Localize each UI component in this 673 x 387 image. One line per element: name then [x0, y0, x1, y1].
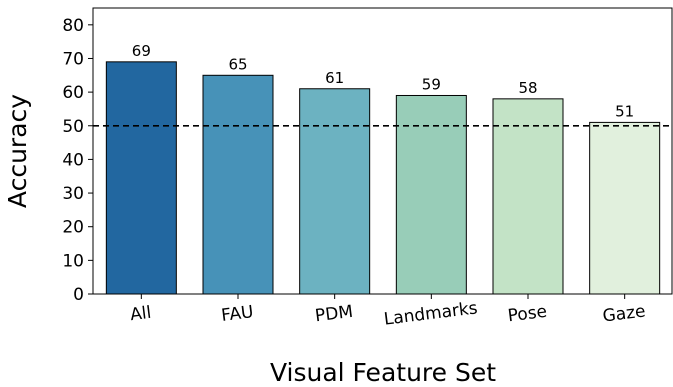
y-tick-label-10: 10 [62, 251, 84, 271]
bar-fau [202, 74, 274, 295]
x-tick-label-fau: FAU [220, 302, 254, 326]
plot-frame [92, 7, 673, 295]
data-label-pdm: 61 [325, 69, 344, 87]
bar-pose [492, 98, 564, 295]
y-tick-label-80: 80 [62, 16, 84, 36]
y-tick-label-0: 0 [73, 285, 84, 305]
y-axis-ticks: 0 10 20 30 40 50 60 70 80 [62, 16, 93, 305]
data-label-pose: 58 [518, 79, 537, 97]
y-tick-label-20: 20 [62, 218, 84, 238]
x-tick-label-landmarks: Landmarks [383, 298, 479, 329]
bars [105, 61, 661, 295]
x-tick-label-all: All [129, 303, 152, 325]
bar-gaze [589, 121, 661, 295]
bar-all [105, 61, 177, 295]
y-tick-label-40: 40 [62, 150, 84, 170]
data-label-gaze: 51 [615, 102, 634, 120]
data-label-fau: 65 [228, 55, 247, 73]
x-tick-label-pose: Pose [507, 302, 549, 327]
y-tick-label-50: 50 [62, 117, 84, 137]
x-axis-ticks: All FAU PDM Landmarks Pose Gaze [129, 294, 647, 330]
data-label-landmarks: 59 [422, 75, 441, 93]
data-labels: 69 65 61 59 58 51 [132, 42, 634, 121]
bar-pdm [299, 88, 371, 295]
y-axis-title: Accuracy [3, 94, 32, 208]
y-tick-label-70: 70 [62, 49, 84, 69]
data-label-all: 69 [132, 42, 151, 60]
x-tick-label-pdm: PDM [314, 302, 354, 326]
bar-landmarks [395, 94, 467, 295]
x-axis-title: Visual Feature Set [270, 358, 496, 387]
y-tick-label-30: 30 [62, 184, 84, 204]
x-tick-label-gaze: Gaze [602, 301, 647, 326]
y-tick-label-60: 60 [62, 83, 84, 103]
